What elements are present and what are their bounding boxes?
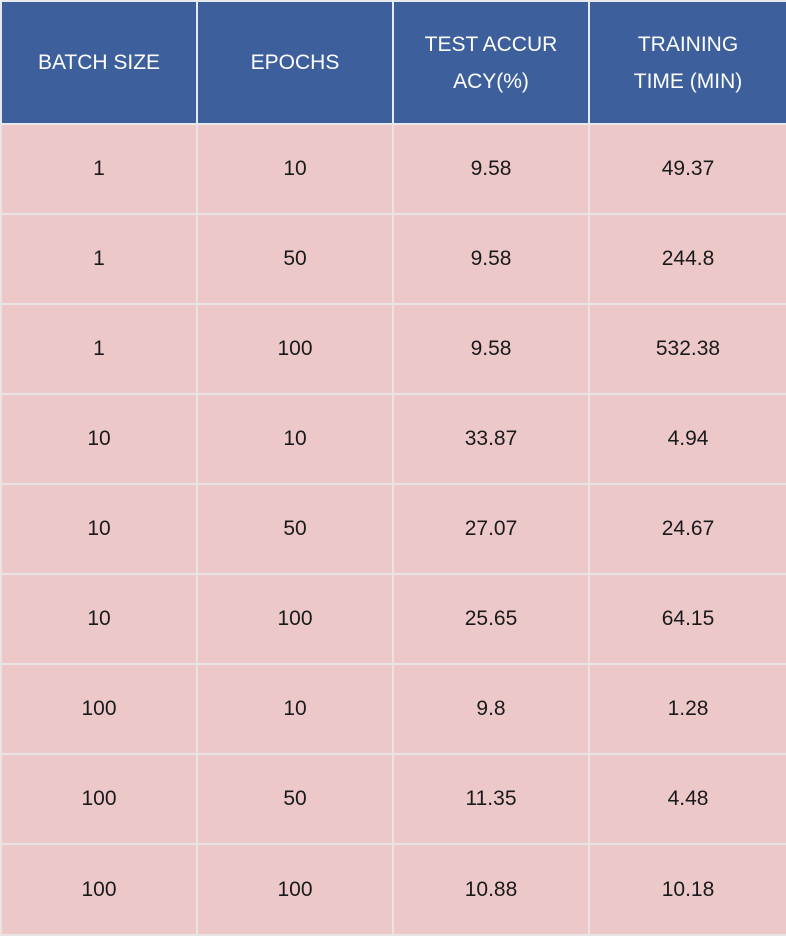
epochs-cell-value: 100	[277, 337, 313, 360]
training-time-cell: 24.67	[588, 483, 786, 575]
test-accuracy-cell: 10.88	[392, 843, 590, 936]
epochs-cell: 10	[196, 123, 394, 215]
test-accuracy-cell-value: 33.87	[464, 427, 518, 450]
training-time-cell: 1.28	[588, 663, 786, 755]
table-body: 1 10 9.58 49.37 1 50 9.58 244.8 1 100 9.58 532.38 10…	[0, 123, 786, 936]
table-row: 1 100 9.58 532.38	[0, 303, 786, 395]
epochs-cell: 50	[196, 753, 394, 845]
training-time-cell: 49.37	[588, 123, 786, 215]
training-time-cell-value: 4.94	[667, 427, 709, 450]
header-row: BATCH SIZE EPOCHS TEST ACCURACY(%) TRAIN…	[0, 0, 786, 125]
batch-size-cell-value: 10	[87, 427, 111, 450]
test-accuracy-cell: 9.58	[392, 123, 590, 215]
batch-size-cell: 10	[0, 393, 198, 485]
test-accuracy-cell-value: 9.8	[476, 697, 506, 720]
training-time-cell: 532.38	[588, 303, 786, 395]
batch-size-cell-value: 1	[93, 247, 105, 270]
table-row: 10 100 25.65 64.15	[0, 573, 786, 665]
epochs-cell: 100	[196, 303, 394, 395]
training-time-cell-value: 532.38	[655, 337, 721, 360]
table-header: BATCH SIZE EPOCHS TEST ACCURACY(%) TRAIN…	[0, 0, 786, 125]
training-time-cell: 10.18	[588, 843, 786, 936]
test-accuracy-cell: 11.35	[392, 753, 590, 845]
test-accuracy-cell-value: 27.07	[464, 517, 518, 540]
test-accuracy-cell-value: 9.58	[470, 247, 512, 270]
batch-size-cell: 10	[0, 573, 198, 665]
test-accuracy-cell-value: 11.35	[465, 787, 517, 810]
batch-size-cell-value: 100	[81, 787, 117, 810]
test-accuracy-cell-value: 25.65	[464, 607, 518, 630]
epochs-cell-value: 50	[283, 517, 307, 540]
batch-size-cell-value: 1	[93, 157, 105, 180]
training-time-cell: 64.15	[588, 573, 786, 665]
batch-size-cell: 100	[0, 663, 198, 755]
header-batch-size: BATCH SIZE	[0, 0, 198, 125]
training-time-cell-value: 4.48	[667, 787, 709, 810]
header-batch-size-label: BATCH SIZE	[37, 51, 161, 74]
batch-size-cell-value: 10	[87, 517, 111, 540]
epochs-cell-value: 10	[283, 427, 307, 450]
batch-size-cell-value: 100	[81, 877, 117, 901]
training-time-cell-value: 1.28	[667, 697, 709, 720]
test-accuracy-cell-value: 9.58	[470, 337, 512, 360]
batch-size-cell: 1	[0, 303, 198, 395]
table-row: 1 50 9.58 244.8	[0, 213, 786, 305]
epochs-cell-value: 100	[277, 607, 313, 630]
table-row: 1 10 9.58 49.37	[0, 123, 786, 215]
training-time-cell-value: 244.8	[661, 247, 715, 270]
batch-size-cell: 1	[0, 213, 198, 305]
header-test-accuracy-label: TEST ACCURACY(%)	[424, 32, 558, 93]
training-time-cell: 4.48	[588, 753, 786, 845]
training-time-cell-value: 64.15	[661, 607, 715, 630]
epochs-cell-value: 50	[283, 787, 307, 810]
test-accuracy-cell: 9.58	[392, 303, 590, 395]
test-accuracy-cell: 33.87	[392, 393, 590, 485]
batch-size-cell: 1	[0, 123, 198, 215]
epochs-cell: 10	[196, 393, 394, 485]
table-row: 10 50 27.07 24.67	[0, 483, 786, 575]
epochs-cell: 50	[196, 483, 394, 575]
epochs-cell-value: 10	[283, 157, 307, 180]
batch-size-cell-value: 1	[93, 337, 105, 360]
table-row: 100 50 11.35 4.48	[0, 753, 786, 845]
batch-size-cell: 100	[0, 753, 198, 845]
epochs-cell: 10	[196, 663, 394, 755]
epochs-cell: 100	[196, 573, 394, 665]
table-row: 10 10 33.87 4.94	[0, 393, 786, 485]
test-accuracy-cell-value: 9.58	[470, 157, 512, 180]
epochs-cell: 50	[196, 213, 394, 305]
test-accuracy-cell-value: 10.88	[464, 877, 518, 901]
table-row: 100 10 9.8 1.28	[0, 663, 786, 755]
training-time-cell: 4.94	[588, 393, 786, 485]
epochs-cell-value: 50	[283, 247, 307, 270]
batch-size-cell-value: 10	[87, 607, 111, 630]
training-time-cell-value: 24.67	[661, 517, 715, 540]
batch-size-cell: 10	[0, 483, 198, 575]
table-row: 100 100 10.88 10.18	[0, 843, 786, 936]
test-accuracy-cell: 9.8	[392, 663, 590, 755]
test-accuracy-cell: 27.07	[392, 483, 590, 575]
header-training-time-label: TRAINING TIME (MIN)	[633, 32, 743, 93]
training-time-cell: 244.8	[588, 213, 786, 305]
batch-size-cell: 100	[0, 843, 198, 936]
training-time-cell-value: 49.37	[661, 157, 715, 180]
header-epochs-label: EPOCHS	[250, 51, 340, 74]
header-epochs: EPOCHS	[196, 0, 394, 125]
test-accuracy-cell: 9.58	[392, 213, 590, 305]
test-accuracy-cell: 25.65	[392, 573, 590, 665]
training-time-cell-value: 10.18	[661, 877, 715, 901]
epochs-cell-value: 100	[277, 877, 313, 901]
header-training-time: TRAINING TIME (MIN)	[588, 0, 786, 125]
epochs-cell: 100	[196, 843, 394, 936]
epochs-cell-value: 10	[283, 697, 307, 720]
batch-size-cell-value: 100	[81, 697, 117, 720]
header-test-accuracy: TEST ACCURACY(%)	[392, 0, 590, 125]
